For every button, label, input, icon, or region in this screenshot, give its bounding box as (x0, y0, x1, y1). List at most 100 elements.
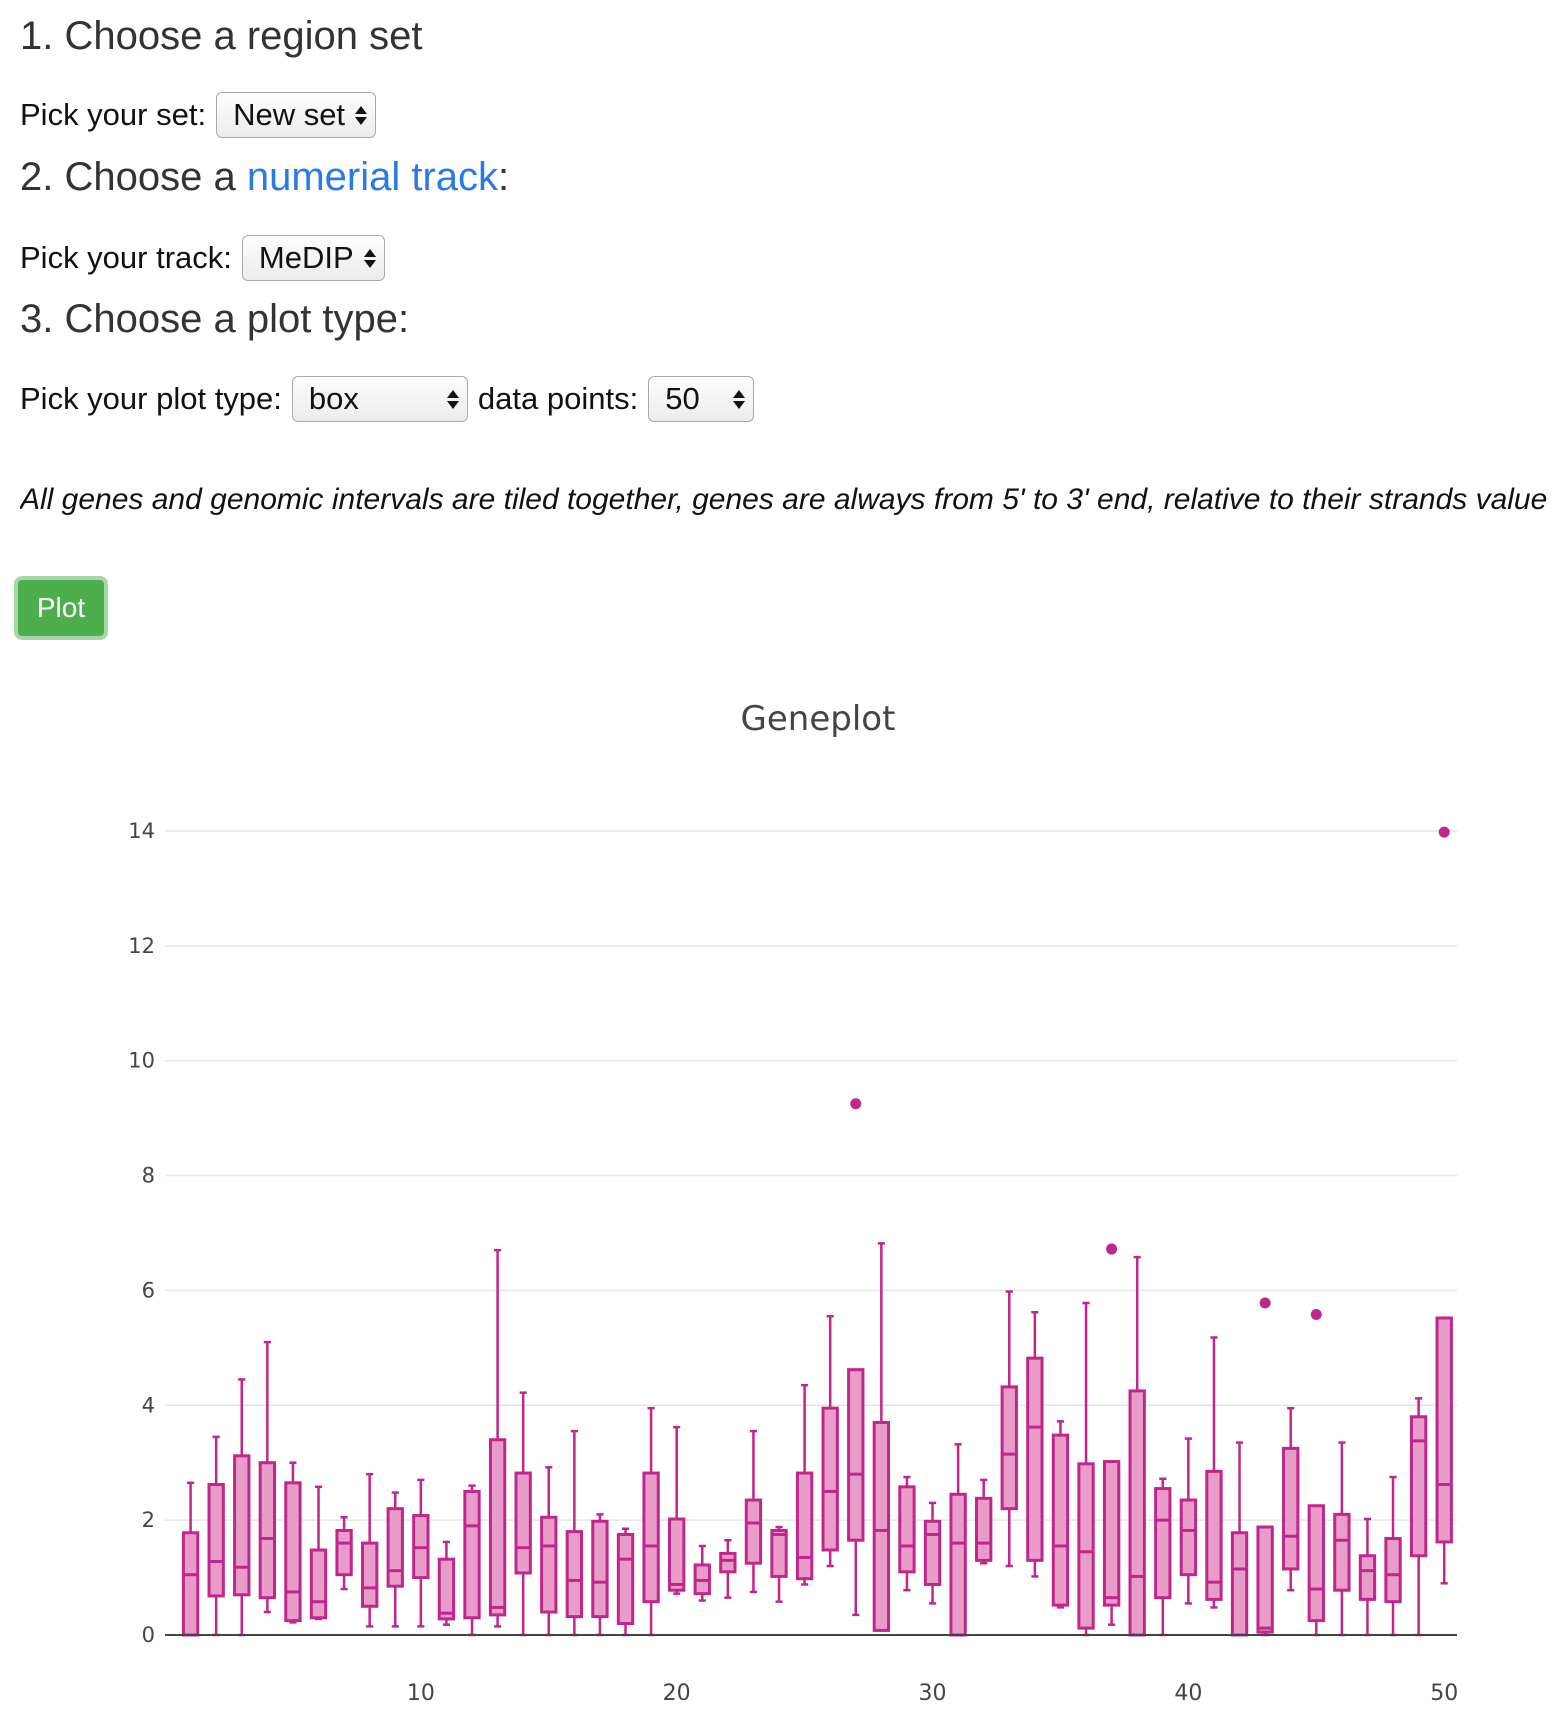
box-1 (181, 1481, 200, 1637)
box-iqr (437, 1557, 456, 1621)
section-2-heading-prefix: 2. Choose a (20, 155, 247, 199)
box-iqr (923, 1519, 942, 1586)
box-38 (1128, 1255, 1146, 1637)
box-34 (1026, 1310, 1044, 1578)
box-iqr (591, 1519, 609, 1619)
section-3-heading: 3. Choose a plot type: (20, 297, 410, 341)
box-iqr (1230, 1531, 1249, 1637)
box-30 (923, 1501, 942, 1605)
box-28 (872, 1242, 891, 1632)
box-iqr (181, 1531, 200, 1637)
outlier-point (1259, 1297, 1271, 1309)
box-5 (284, 1461, 302, 1624)
box-iqr (1409, 1415, 1428, 1558)
box-iqr (1026, 1356, 1044, 1562)
data-points-select-value: 50 (665, 381, 700, 416)
box-36 (1077, 1301, 1095, 1637)
box-iqr (668, 1517, 686, 1592)
box-21 (693, 1544, 711, 1602)
box-27 (847, 1098, 865, 1617)
box-19 (642, 1406, 660, 1637)
outlier-point (850, 1098, 862, 1110)
box-13 (488, 1248, 507, 1628)
box-iqr (386, 1507, 404, 1588)
section-2-heading: 2. Choose a numerial track: (20, 155, 509, 200)
box-iqr (1256, 1525, 1274, 1634)
outlier-point (1310, 1309, 1322, 1321)
box-40 (1179, 1437, 1198, 1605)
box-iqr (642, 1471, 660, 1604)
box-iqr (463, 1489, 481, 1620)
box-iqr (361, 1541, 379, 1608)
box-10 (412, 1478, 430, 1628)
y-tick-label: 14 (128, 819, 155, 843)
box-43 (1256, 1297, 1274, 1637)
tiling-note: All genes and genomic intervals are tile… (20, 483, 1556, 516)
data-points-select[interactable]: 50 (648, 376, 755, 422)
box-iqr (719, 1551, 737, 1574)
track-select[interactable]: MeDIP (241, 235, 385, 281)
box-33 (1000, 1290, 1018, 1568)
chart-axes: 0 2 4 6 8 10 12 14 10 20 30 40 50 (128, 819, 1458, 1706)
box-25 (795, 1383, 814, 1586)
section-1-heading: 1. Choose a region set (20, 14, 423, 58)
box-2 (207, 1435, 225, 1637)
box-iqr (1102, 1460, 1121, 1607)
track-label: Pick your track: (20, 240, 232, 275)
region-set-row: Pick your set: New set (20, 92, 377, 138)
box-3 (233, 1378, 251, 1637)
chart-gridlines (165, 830, 1457, 1521)
y-tick-label: 12 (128, 934, 155, 958)
box-iqr (795, 1471, 814, 1581)
y-tick-label: 4 (142, 1393, 155, 1417)
box-23 (744, 1429, 763, 1594)
plot-type-row: Pick your plot type: box data points: 50 (20, 376, 755, 422)
box-iqr (949, 1492, 967, 1637)
y-tick-label: 10 (128, 1049, 155, 1073)
box-iqr (1384, 1537, 1402, 1604)
y-tick-label: 6 (142, 1278, 155, 1302)
box-iqr (514, 1471, 532, 1575)
box-18 (616, 1527, 635, 1637)
geneplot-chart: 0 2 4 6 8 10 12 14 10 20 30 40 50 Geneplot (128, 699, 1458, 1706)
select-arrows-icon (355, 105, 368, 125)
region-set-select[interactable]: New set (216, 92, 377, 138)
select-arrows-icon (446, 389, 459, 409)
track-row: Pick your track: MeDIP (20, 235, 385, 281)
box-iqr (565, 1530, 584, 1619)
box-8 (361, 1472, 379, 1628)
box-iqr (770, 1528, 788, 1578)
plot-type-select-value: box (308, 381, 359, 416)
box-iqr (1333, 1512, 1351, 1592)
box-47 (1358, 1517, 1377, 1637)
box-32 (975, 1478, 993, 1565)
plot-type-select[interactable]: box (291, 376, 468, 422)
box-29 (898, 1475, 916, 1592)
x-tick-label: 50 (1430, 1681, 1458, 1706)
box-31 (949, 1443, 967, 1637)
box-44 (1282, 1406, 1300, 1592)
box-iqr (1179, 1498, 1198, 1577)
box-iqr (744, 1498, 763, 1565)
plot-button[interactable]: Plot (14, 576, 108, 640)
box-35 (1051, 1420, 1070, 1609)
box-iqr (1128, 1389, 1146, 1637)
box-42 (1230, 1441, 1249, 1637)
numerial-track-link[interactable]: numerial track (246, 155, 499, 199)
box-iqr (898, 1485, 916, 1574)
box-iqr (309, 1548, 328, 1620)
outlier-point (1438, 826, 1450, 838)
track-select-value: MeDIP (258, 240, 354, 275)
box-iqr (1282, 1446, 1300, 1571)
box-39 (1154, 1477, 1172, 1637)
box-46 (1333, 1441, 1351, 1637)
box-20 (668, 1425, 686, 1595)
box-49 (1409, 1397, 1428, 1637)
box-iqr (1051, 1433, 1070, 1607)
box-iqr (1358, 1554, 1377, 1601)
x-tick-label: 30 (919, 1681, 947, 1706)
box-iqr (616, 1532, 635, 1626)
box-iqr (872, 1421, 891, 1632)
box-iqr (233, 1454, 251, 1597)
box-iqr (335, 1528, 353, 1577)
